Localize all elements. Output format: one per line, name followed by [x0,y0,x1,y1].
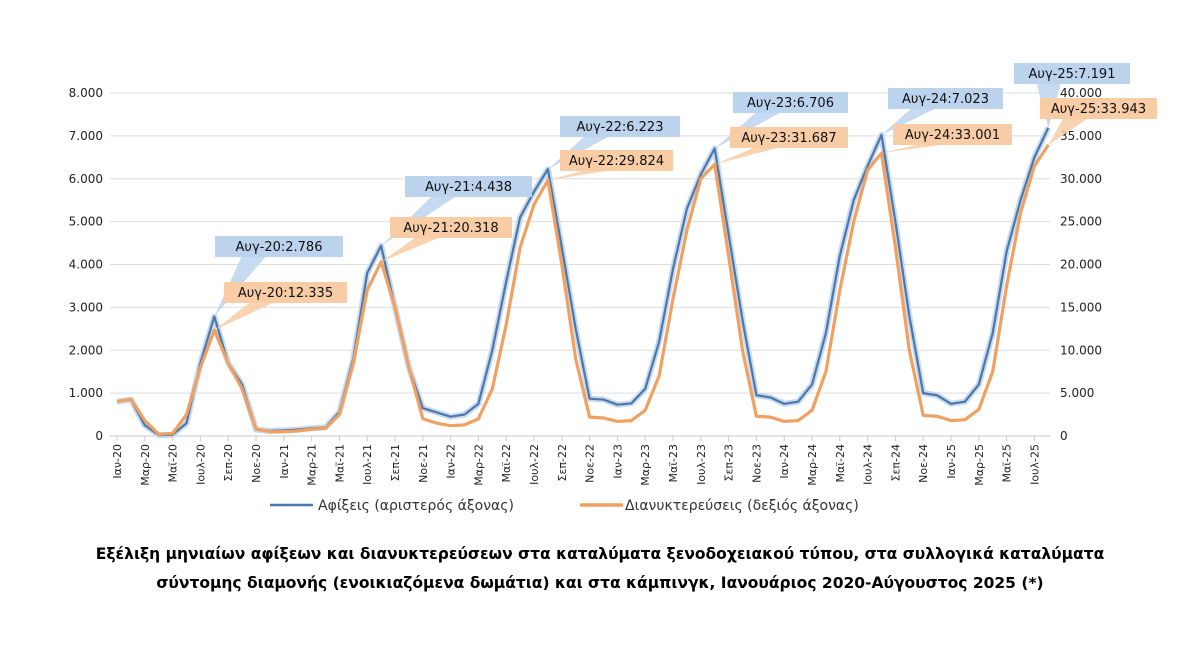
annotation-box [405,176,532,197]
x-tick-label: Μαρ-24 [806,444,819,486]
x-tick-label: Νοε-21 [417,444,430,483]
annotation-pointer [714,148,778,165]
y-right-tick-label: 25.000 [1060,215,1102,229]
annotation-box [730,127,848,148]
annotation-label: Αυγ-21:20.318 [403,221,498,236]
annotation-label: Αυγ-23:31.687 [741,131,836,146]
x-tick-label: Σεπ-20 [222,444,235,482]
annotation-pointer [1048,119,1088,145]
y-right-tick-label: 5.000 [1060,386,1094,400]
chart-title: Εξέλιξη μηνιαίων αφίξεων και διανυκτερεύ… [0,540,1200,598]
y-right-tick-label: 10.000 [1060,343,1102,357]
y-right-tick-label: 0 [1060,429,1068,443]
x-tick-label: Ιουλ-25 [1028,444,1041,485]
annotation-pointer [881,145,941,154]
y-left-tick-label: 1.000 [69,386,103,400]
chart-title-line-2: σύντομης διαμονής (ενοικιαζόμενα δωμάτια… [156,574,1044,592]
x-tick-label: Σεπ-22 [556,444,569,482]
x-tick-label: Νοε-20 [250,444,263,483]
annotation-box [1040,98,1157,119]
annotation-box [390,217,512,238]
y-left-tick-label: 5.000 [69,215,103,229]
y-right-tick-label: 35.000 [1060,129,1102,143]
y-right-tick-label: 40.000 [1060,86,1102,100]
dual-axis-line-chart: 0 0 1.000 5.000 2.000 10.000 3.000 15.000 4.000 2… [69,63,1157,514]
annotation-label: Αυγ-20:12.335 [238,286,333,301]
x-tick-label: Μαρ-22 [472,444,485,486]
y-left-tick-label: 2.000 [69,343,103,357]
x-tick-label: Μαϊ-25 [1001,444,1014,482]
x-tick-label: Σεπ-23 [723,444,736,482]
y-right-tick-label: 15.000 [1060,300,1102,314]
y-left-tick-label: 4.000 [69,258,103,272]
y-left-tick-label: 8.000 [69,86,103,100]
x-tick-label: Νοε-23 [750,444,763,483]
x-tick-label: Μαρ-23 [639,444,652,486]
x-tick-label: Ιαν-24 [778,444,791,479]
x-tick-label: Μαϊ-24 [834,444,847,482]
annotation-label: Αυγ-22:29.824 [569,154,664,169]
annotation-label: Αυγ-23:6.706 [747,96,834,111]
x-tick-label: Μαρ-20 [139,444,152,486]
y-left-tick-label: 6.000 [69,172,103,186]
annotation-pointer [381,238,439,262]
annotation-label: Αυγ-25:33.943 [1051,102,1146,117]
series-line-overnight-stays [116,144,1050,436]
x-tick-label: Ιαν-23 [611,444,624,479]
x-tick-label: Μαϊ-21 [333,444,346,482]
legend-label: Διανυκτερεύσεις (δεξιός άξονας) [625,498,859,514]
x-tick-label: Ιαν-21 [278,444,291,479]
x-tick-label: Μαρ-25 [973,444,986,486]
x-tick-label: Ιουλ-20 [194,444,207,485]
x-tick-label: Νοε-22 [584,444,597,483]
y-left-tick-label: 3.000 [69,300,103,314]
x-tick-label: Νοε-24 [917,444,930,483]
annotation-pointer [881,109,935,135]
x-tick-label: Ιουλ-21 [361,444,374,485]
x-tick-label: Μαϊ-20 [167,444,180,482]
x-tick-label: Μαϊ-22 [500,444,513,482]
annotation-box [888,88,1003,109]
chart-title-line-1: Εξέλιξη μηνιαίων αφίξεων και διανυκτερεύ… [95,545,1105,563]
y-right-tick-label: 20.000 [1060,258,1102,272]
annotation-box [733,92,848,113]
x-tick-label: Μαρ-21 [306,444,319,486]
annotation-label: Αυγ-20:2.786 [236,240,323,255]
x-tick-label: Ιαν-22 [445,444,458,479]
x-tick-label: Ιαν-25 [945,444,958,479]
annotation-pointer [214,303,273,331]
x-tick-label: Ιουλ-24 [862,444,875,485]
annotation-label: Αυγ-24:7.023 [902,92,989,107]
x-tick-label: Ιαν-20 [111,444,124,479]
x-tick-label: Μαϊ-23 [667,444,680,482]
y-right-tick-label: 30.000 [1060,172,1102,186]
annotation-box [560,150,673,171]
x-tick-label: Σεπ-21 [389,444,402,482]
annotation-box [560,116,680,137]
y-left-tick-label: 7.000 [69,129,103,143]
annotation-label: Αυγ-25:7.191 [1029,67,1116,82]
annotation-box [893,124,1012,145]
annotation-box [224,282,347,303]
annotation-box [1014,63,1130,84]
annotation-label: Αυγ-24:33.001 [905,128,1000,143]
x-tick-label: Σεπ-24 [889,444,902,482]
annotation-label: Αυγ-22:6.223 [577,120,664,135]
y-left-tick-label: 0 [95,429,103,443]
x-tick-label: Ιουλ-23 [695,444,708,485]
annotation-box [215,236,343,257]
x-tick-label: Ιουλ-22 [528,444,541,485]
annotation-pointer [547,171,606,181]
annotation-label: Αυγ-21:4.438 [425,180,512,195]
legend-label: Αφίξεις (αριστερός άξονας) [318,498,514,514]
